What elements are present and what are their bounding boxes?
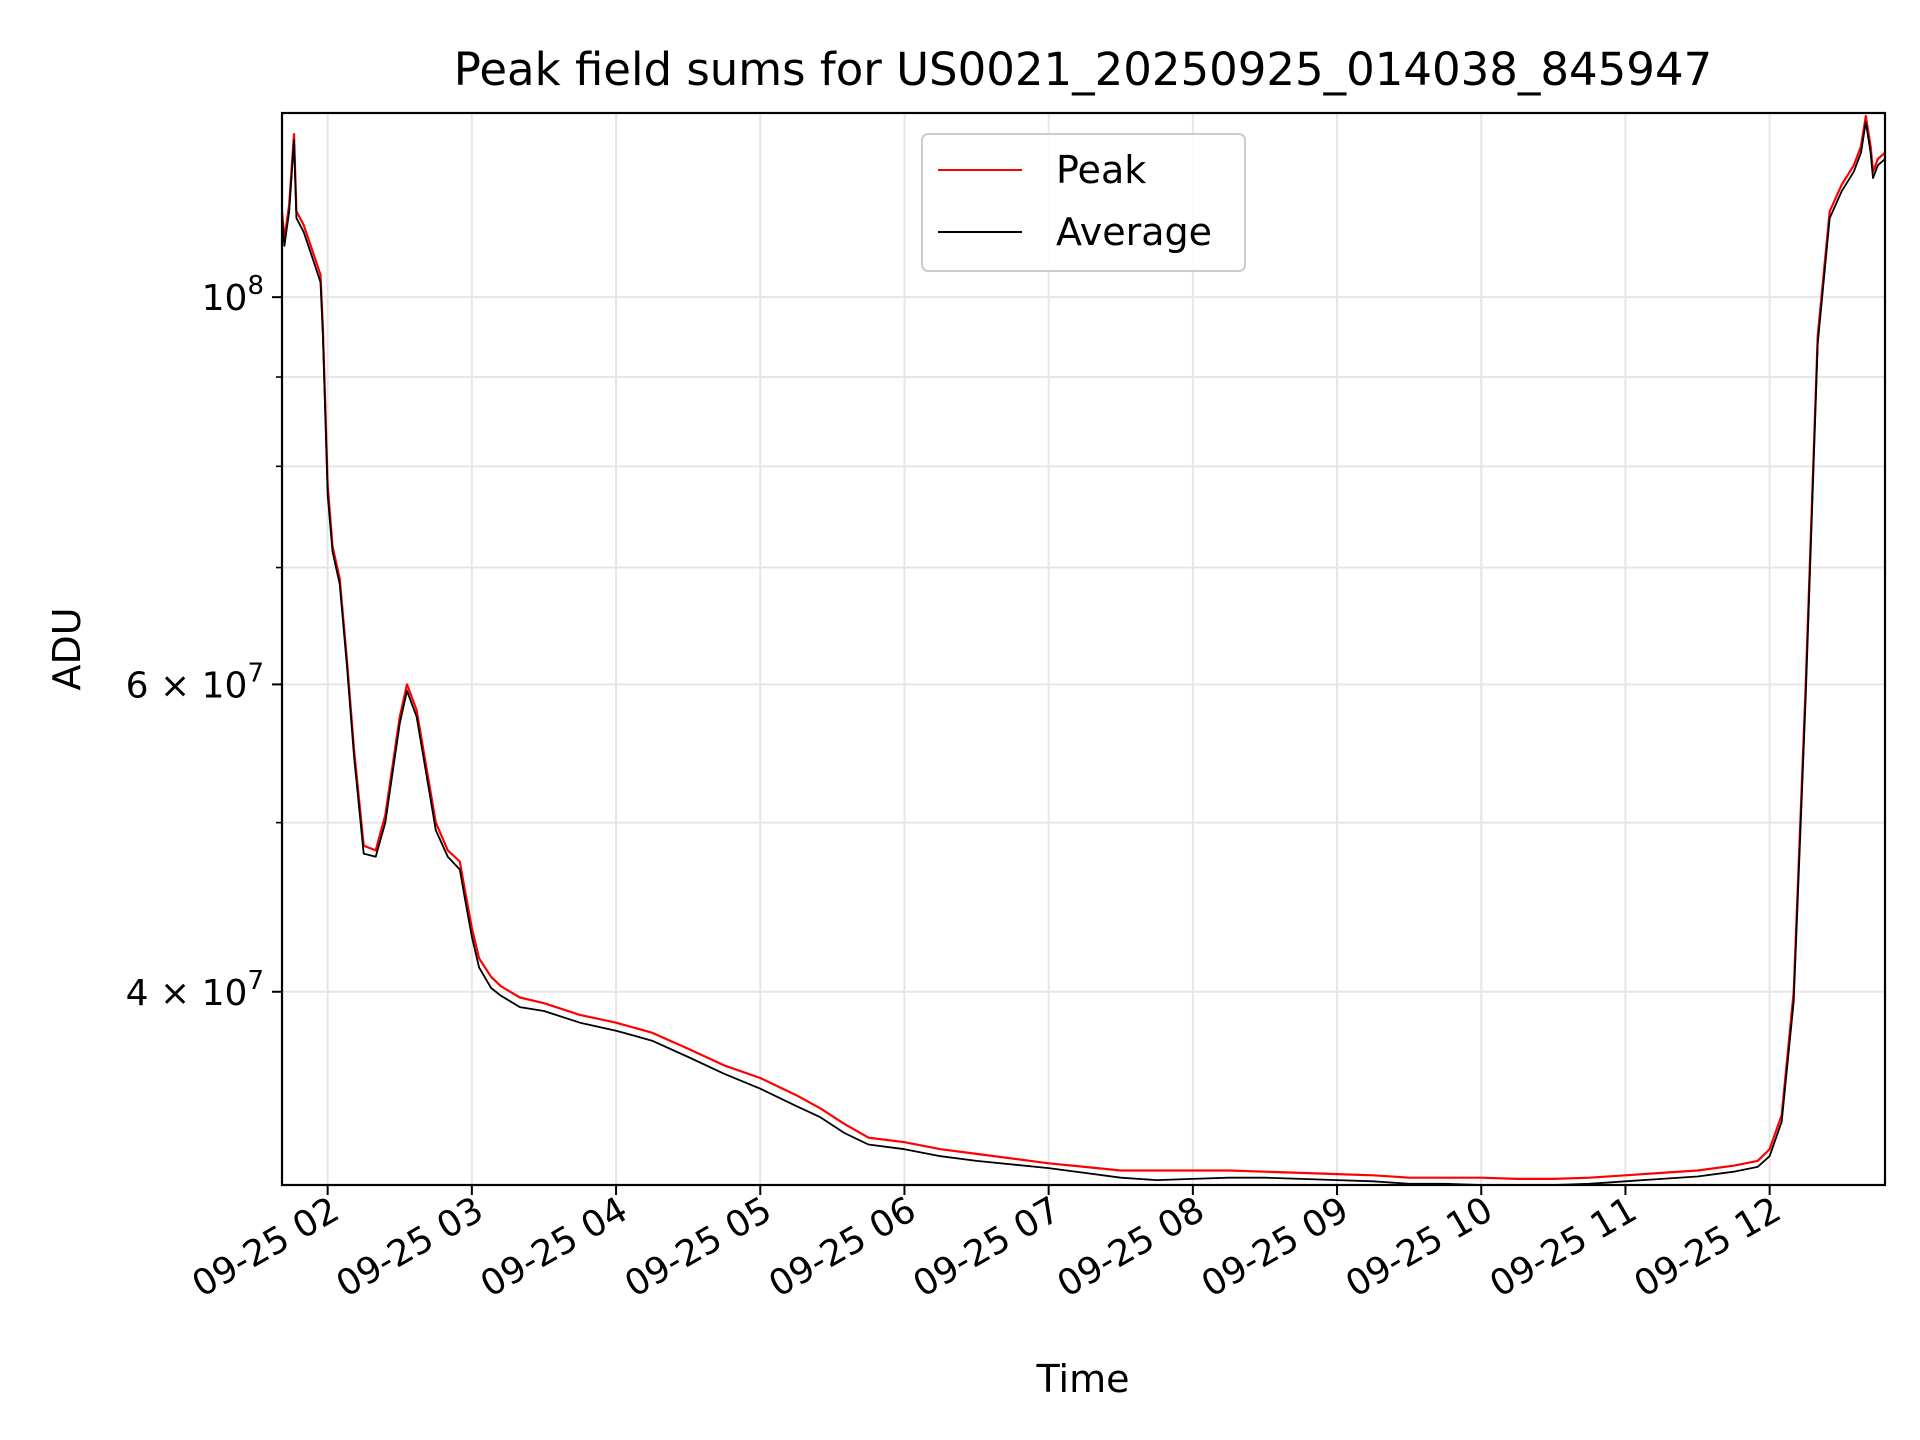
x-axis-label: Time — [1036, 1357, 1130, 1401]
series-line-peak — [282, 114, 1885, 1181]
legend: Peak Average — [921, 133, 1246, 272]
legend-label-peak: Peak — [1056, 148, 1146, 192]
plot-frame — [280, 111, 1887, 1187]
x-tick-label: 09-25 04 — [474, 1189, 635, 1305]
x-tick-label: 09-25 05 — [618, 1189, 779, 1305]
y-axis: 108 6 × 107 4 × 107 — [126, 271, 282, 1014]
legend-box — [921, 133, 1246, 272]
plot-series — [282, 114, 1885, 1185]
x-tick-label: 09-25 03 — [330, 1189, 491, 1305]
x-tick-label: 09-25 12 — [1627, 1189, 1788, 1305]
series-line-average — [282, 121, 1885, 1185]
x-tick-label: 09-25 09 — [1195, 1189, 1356, 1305]
y-tick-label: 4 × 107 — [126, 966, 264, 1014]
chart-title: Peak field sums for US0021_20250925_0140… — [454, 43, 1712, 96]
legend-label-average: Average — [1056, 210, 1212, 254]
x-tick-label: 09-25 02 — [185, 1189, 346, 1305]
x-tick-label: 09-25 11 — [1483, 1189, 1644, 1305]
grid — [282, 113, 1885, 1185]
y-tick-label: 6 × 107 — [126, 658, 264, 706]
y-axis-label: ADU — [45, 607, 89, 690]
y-tick-label: 108 — [202, 271, 264, 319]
x-tick-label: 09-25 06 — [762, 1189, 923, 1305]
x-tick-label: 09-25 08 — [1051, 1189, 1212, 1305]
x-tick-label: 09-25 10 — [1339, 1189, 1500, 1305]
x-tick-label: 09-25 07 — [906, 1189, 1067, 1305]
